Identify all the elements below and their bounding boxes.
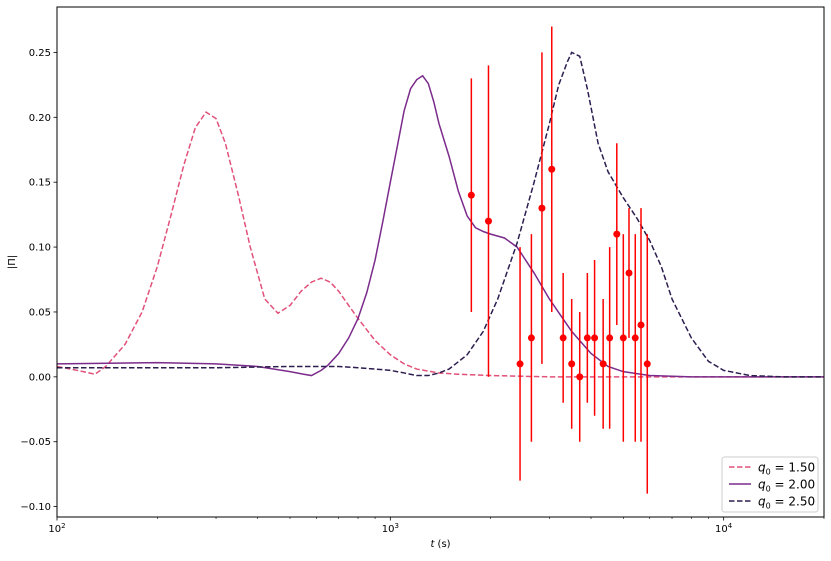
data-point-6 [548, 165, 556, 173]
data-point-18 [637, 321, 645, 329]
data-point-8 [568, 360, 576, 368]
plot-frame [56, 6, 825, 518]
data-point-7 [559, 334, 567, 342]
data-point-13 [606, 334, 614, 342]
data-point-19 [643, 360, 651, 368]
data-point-11 [591, 334, 599, 342]
data-point-17 [631, 334, 639, 342]
y-axis-label: |Π| [7, 255, 18, 269]
y-tick-label-1: −0.10 [20, 502, 51, 513]
series-line-2 [57, 74, 824, 378]
data-point-2 [484, 217, 492, 225]
series-line-3 [57, 51, 824, 378]
y-tick-label-3: 0.00 [29, 372, 51, 383]
data-point-4 [527, 334, 535, 342]
y-tick-label-6: 0.15 [29, 178, 51, 189]
legend-label-2: q0 = 2.00 [758, 478, 815, 494]
x-tick-label-2: 103 [382, 522, 399, 535]
data-point-3 [516, 360, 524, 368]
y-tick-label-5: 0.10 [29, 243, 51, 254]
y-tick-label-7: 0.20 [29, 113, 51, 124]
axes-layer: −0.10 −0.05 0.00 0.05 0.10 0.15 0.20 0.25 102 103… [20, 48, 825, 535]
data-point-1 [467, 191, 475, 199]
data-point-14 [613, 230, 621, 238]
y-tick-label-8: 0.25 [29, 48, 51, 59]
y-tick-label-4: 0.05 [29, 307, 51, 318]
legend-box [721, 456, 819, 513]
data-point-9 [576, 373, 584, 381]
data-point-5 [538, 204, 546, 212]
data-point-15 [619, 334, 627, 342]
legend-label-1: q0 = 1.50 [758, 461, 815, 477]
x-tick-label-1: 102 [48, 522, 65, 535]
data-point-16 [625, 269, 633, 277]
legend-label-3: q0 = 2.50 [758, 495, 815, 511]
x-tick-label-3: 104 [715, 522, 733, 535]
series-line-1 [57, 111, 824, 378]
x-axis-label: t (s) [430, 539, 450, 550]
y-tick-label-2: −0.05 [20, 437, 51, 448]
data-point-10 [583, 334, 591, 342]
plot-data-layer [57, 26, 824, 494]
data-point-12 [599, 360, 607, 368]
